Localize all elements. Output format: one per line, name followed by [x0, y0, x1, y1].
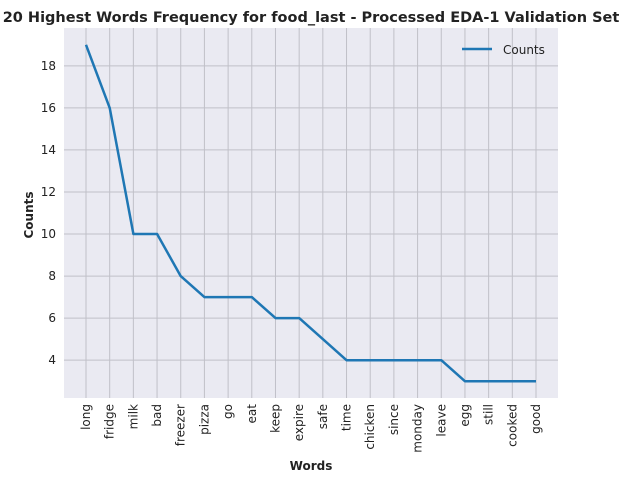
grid	[64, 28, 558, 398]
x-tick-label: egg	[458, 404, 472, 427]
chart-title: 20 Highest Words Frequency for food_last…	[3, 10, 620, 26]
y-tick-label: 16	[41, 101, 56, 115]
y-tick-label: 10	[41, 227, 56, 241]
x-tick-label: since	[387, 404, 401, 435]
x-tick-label: go	[221, 404, 235, 419]
plot-area	[64, 28, 558, 398]
y-axis-ticks: 4 6 8 10 12 14 16 18	[41, 59, 56, 367]
x-axis-label: Words	[290, 459, 333, 473]
legend: Counts	[462, 43, 545, 57]
y-tick-label: 12	[41, 185, 56, 199]
x-tick-label: still	[482, 404, 496, 425]
x-axis-ticks: long fridge milk bad freezer pizza go eat keep ex…	[79, 404, 543, 453]
y-tick-label: 14	[41, 143, 56, 157]
x-tick-label: time	[340, 404, 354, 431]
x-tick-label: bad	[150, 404, 164, 427]
y-tick-label: 18	[41, 59, 56, 73]
series-layer	[84, 44, 536, 383]
x-tick-label: monday	[411, 404, 425, 453]
x-tick-label: long	[79, 404, 93, 430]
series-line	[84, 44, 536, 383]
x-tick-label: pizza	[197, 404, 211, 435]
y-axis-label: Counts	[22, 191, 36, 238]
x-tick-label: good	[529, 404, 543, 434]
x-tick-label: fridge	[103, 404, 117, 439]
y-tick-label: 6	[48, 311, 56, 325]
x-tick-label: keep	[268, 404, 282, 433]
x-tick-label: leave	[434, 404, 448, 437]
x-tick-label: eat	[245, 404, 259, 424]
x-tick-label: expire	[292, 404, 306, 441]
x-tick-label: milk	[126, 404, 140, 429]
y-tick-label: 4	[48, 353, 56, 367]
x-tick-label: cooked	[505, 404, 519, 447]
x-tick-label: safe	[316, 404, 330, 429]
x-tick-label: chicken	[363, 404, 377, 450]
y-tick-label: 8	[48, 269, 56, 283]
x-tick-label: freezer	[174, 404, 188, 446]
legend-label: Counts	[503, 43, 545, 57]
